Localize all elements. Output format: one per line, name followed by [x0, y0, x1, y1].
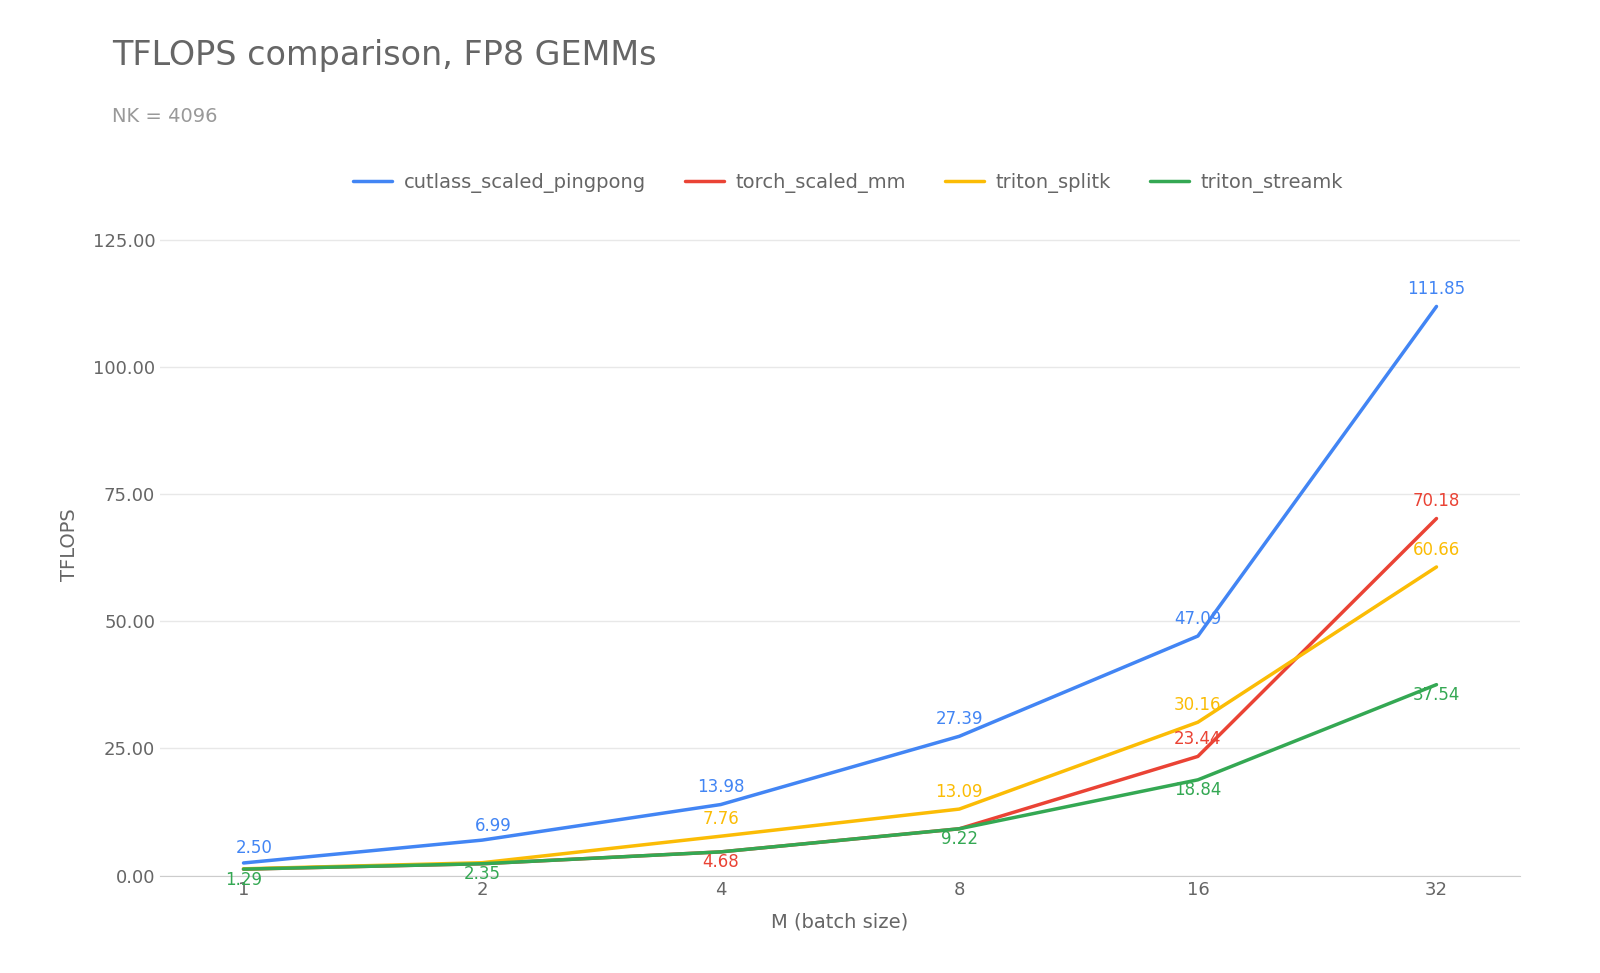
triton_streamk [472, 858, 491, 870]
X-axis label: M (batch size): M (batch size) [771, 913, 909, 931]
cutlass_scaled_pingpong [710, 799, 730, 811]
triton_splitk [710, 830, 730, 842]
torch_scaled_mm [472, 858, 491, 870]
triton_streamk [950, 823, 970, 835]
triton_streamk [234, 863, 253, 875]
triton_splitk [1189, 716, 1208, 728]
torch_scaled_mm [234, 863, 253, 875]
triton_splitk [472, 857, 491, 869]
Text: 4.68: 4.68 [702, 853, 739, 872]
Text: 13.09: 13.09 [936, 782, 982, 801]
Text: 30.16: 30.16 [1174, 696, 1222, 714]
Text: 13.98: 13.98 [698, 778, 744, 796]
triton_streamk [1427, 679, 1446, 691]
cutlass_scaled_pingpong [950, 731, 970, 742]
Text: 7.76: 7.76 [702, 810, 739, 828]
Line: torch_scaled_mm: torch_scaled_mm [243, 519, 1437, 869]
triton_streamk [710, 847, 730, 858]
triton_splitk [234, 863, 253, 875]
Text: 60.66: 60.66 [1413, 541, 1461, 559]
Text: 111.85: 111.85 [1408, 280, 1466, 298]
Text: 6.99: 6.99 [475, 816, 512, 835]
Text: 1.29: 1.29 [226, 871, 262, 888]
torch_scaled_mm [1427, 513, 1446, 524]
Text: 9.22: 9.22 [941, 830, 978, 848]
torch_scaled_mm [1189, 750, 1208, 762]
Text: TFLOPS comparison, FP8 GEMMs: TFLOPS comparison, FP8 GEMMs [112, 39, 656, 72]
torch_scaled_mm [950, 823, 970, 835]
cutlass_scaled_pingpong [1427, 301, 1446, 312]
triton_splitk [950, 804, 970, 815]
Text: 23.44: 23.44 [1174, 730, 1222, 748]
Text: NK = 4096: NK = 4096 [112, 107, 218, 126]
Line: triton_streamk: triton_streamk [243, 685, 1437, 869]
Text: 2.50: 2.50 [237, 840, 274, 857]
Text: 37.54: 37.54 [1413, 686, 1461, 704]
cutlass_scaled_pingpong [472, 834, 491, 846]
Line: triton_splitk: triton_splitk [243, 567, 1437, 869]
torch_scaled_mm [710, 847, 730, 858]
Text: 47.09: 47.09 [1174, 610, 1221, 628]
Text: 27.39: 27.39 [936, 710, 982, 728]
cutlass_scaled_pingpong [234, 857, 253, 869]
cutlass_scaled_pingpong [1189, 631, 1208, 642]
Line: cutlass_scaled_pingpong: cutlass_scaled_pingpong [243, 306, 1437, 863]
Text: 18.84: 18.84 [1174, 781, 1221, 799]
Y-axis label: TFLOPS: TFLOPS [59, 509, 78, 581]
Text: 2.35: 2.35 [464, 865, 501, 883]
Text: 70.18: 70.18 [1413, 492, 1461, 510]
triton_splitk [1427, 561, 1446, 573]
triton_streamk [1189, 774, 1208, 785]
Legend: cutlass_scaled_pingpong, torch_scaled_mm, triton_splitk, triton_streamk: cutlass_scaled_pingpong, torch_scaled_mm… [346, 165, 1350, 201]
